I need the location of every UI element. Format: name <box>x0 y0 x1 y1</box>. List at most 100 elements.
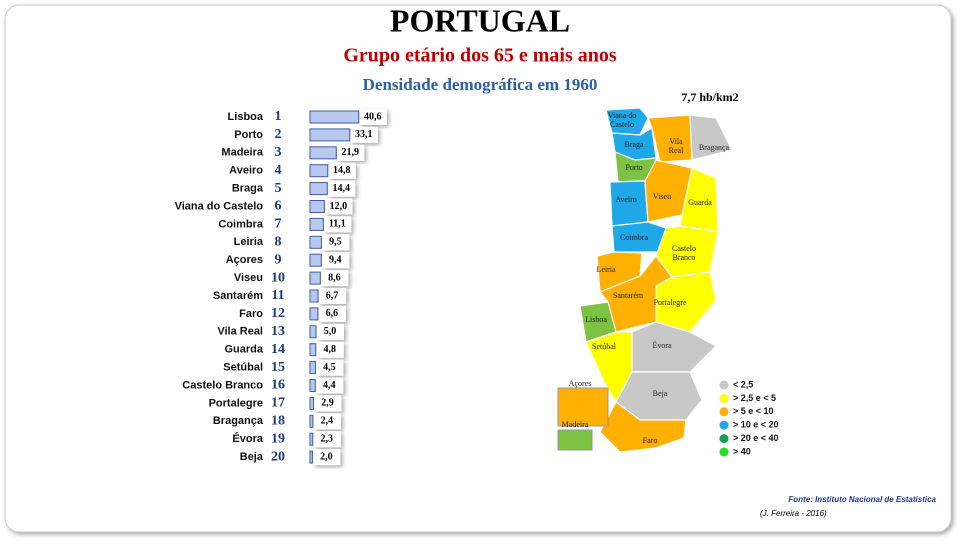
rank-label: 12 <box>271 306 285 321</box>
category-label: Vila Real <box>217 326 263 338</box>
bar <box>309 325 317 339</box>
bar <box>309 414 314 428</box>
bar <box>309 217 324 231</box>
region-label: Viana do <box>608 111 637 120</box>
value-label: 21,9 <box>342 147 360 158</box>
bar-chart: Lisboa 1 40,6 Porto 2 33,1 Madeira 3 21,9 Aveiro 4… <box>175 109 387 466</box>
region <box>596 251 643 293</box>
bar <box>309 307 319 321</box>
bar <box>309 110 360 124</box>
region-label: Castelo <box>672 244 696 253</box>
value-label-box <box>359 109 387 125</box>
bar <box>309 432 314 446</box>
legend-swatch <box>719 380 729 390</box>
rank-label: 7 <box>275 217 282 232</box>
region-label: Castelo <box>610 120 634 129</box>
bar <box>309 128 351 142</box>
value-label-box <box>316 377 344 394</box>
region-label: Guarda <box>688 198 712 207</box>
value-label: 14,4 <box>333 183 351 194</box>
subtitle: Grupo etário dos 65 e mais anos <box>343 45 617 67</box>
map-annotation: 7,7 hb/km2 <box>681 90 738 104</box>
value-label-box <box>321 270 349 287</box>
bar <box>309 200 325 213</box>
rank-label: 11 <box>271 288 284 303</box>
category-label: Braga <box>232 183 264 195</box>
bar <box>309 253 322 267</box>
value-label-box <box>313 449 341 466</box>
value-label: 4,4 <box>323 380 336 391</box>
region-label: Vila <box>669 137 683 146</box>
rank-label: 13 <box>271 324 285 339</box>
legend-label: > 2,5 e < 5 <box>733 393 776 403</box>
region-label: Beja <box>653 389 668 398</box>
value-label: 2,9 <box>321 398 334 409</box>
bar <box>309 343 317 357</box>
category-label: Coimbra <box>218 218 264 230</box>
subtitle2: Densidade demográfica em 1960 <box>363 75 598 94</box>
value-label: 5,0 <box>324 326 337 337</box>
rank-label: 3 <box>275 145 282 160</box>
region <box>557 429 593 451</box>
region-label: Lisboa <box>585 315 607 324</box>
bar <box>309 164 329 178</box>
region-label: Santarém <box>613 291 644 300</box>
rank-label: 4 <box>275 163 282 178</box>
value-label: 40,6 <box>364 111 382 122</box>
value-label-box <box>337 144 365 161</box>
category-label: Guarda <box>224 344 263 356</box>
category-label: Santarém <box>213 290 263 302</box>
rank-label: 19 <box>271 431 285 446</box>
rank-label: 1 <box>275 109 282 124</box>
value-label: 4,8 <box>324 344 337 355</box>
region-label: Faro <box>643 436 658 445</box>
region-label: Évora <box>652 340 672 350</box>
legend: < 2,5 > 2,5 e < 5 > 5 e < 10 > 10 e < 20 > 2… <box>719 379 779 457</box>
region-label: Branco <box>672 253 695 262</box>
region-label: Viseu <box>653 192 671 201</box>
value-label: 12,0 <box>330 201 348 212</box>
value-label: 2,4 <box>321 416 334 427</box>
region-label: Porto <box>625 163 642 172</box>
legend-label: > 5 e < 10 <box>733 406 774 416</box>
value-label: 9,4 <box>329 254 342 265</box>
value-label-box <box>314 395 342 412</box>
value-label-box <box>313 431 341 448</box>
source: Fonte: Instituto Nacional de Estatística <box>788 495 936 504</box>
legend-label: > 10 e < 20 <box>733 420 779 430</box>
value-label: 33,1 <box>355 129 373 140</box>
region-label: Setúbal <box>592 342 617 351</box>
region <box>689 114 733 161</box>
value-label-box <box>322 252 350 269</box>
region-label: Vila Real <box>669 137 684 155</box>
bar <box>309 235 322 249</box>
value-label: 8,6 <box>328 272 341 283</box>
category-label: Évora <box>232 432 263 445</box>
value-label: 2,0 <box>320 451 333 462</box>
value-label: 11,1 <box>329 219 346 230</box>
rank-label: 10 <box>271 270 285 285</box>
bar <box>309 289 319 303</box>
bar <box>309 396 314 410</box>
region-label: Leiria <box>596 265 616 274</box>
rank-label: 6 <box>275 199 282 214</box>
region-label: Castelo Branco <box>672 244 696 262</box>
bar <box>309 146 337 160</box>
value-label-box <box>324 216 352 233</box>
rank-label: 14 <box>271 342 285 357</box>
map: Viana do Castelo Braga Vila Real Bragança … <box>557 107 733 453</box>
value-label-box <box>316 359 344 376</box>
rank-label: 16 <box>271 378 285 393</box>
value-label-box <box>319 288 347 304</box>
category-label: Lisboa <box>228 111 264 123</box>
category-label: Portalegre <box>209 397 263 409</box>
category-label: Faro <box>239 308 263 320</box>
value-label: 4,5 <box>323 362 336 373</box>
region-label: Bragança <box>699 143 730 152</box>
bar <box>309 379 316 392</box>
region <box>599 401 687 453</box>
category-label: Porto <box>234 129 263 141</box>
value-label-box <box>317 323 344 340</box>
region-label: Açores <box>569 379 592 388</box>
category-label: Viana do Castelo <box>175 200 264 212</box>
